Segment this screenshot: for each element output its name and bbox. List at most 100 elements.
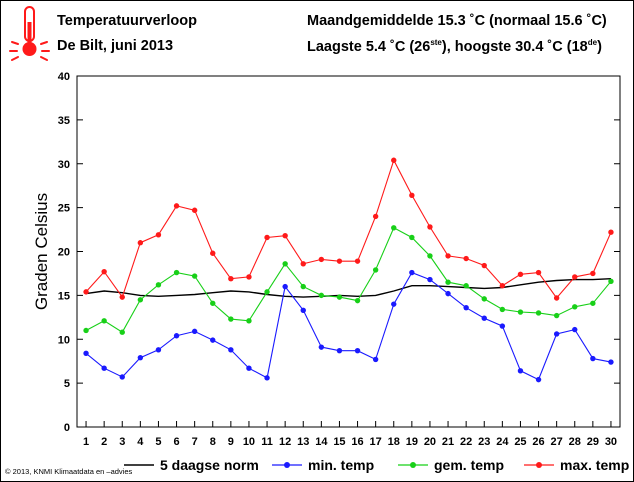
legend-label-min-temp: min. temp bbox=[308, 457, 374, 473]
point-max-temp bbox=[553, 295, 560, 301]
x-tick-label: 23 bbox=[478, 436, 490, 448]
high-ordinal: de bbox=[587, 38, 598, 47]
point-max-temp bbox=[228, 276, 234, 282]
series-line-min-temp bbox=[85, 271, 612, 381]
x-tick-label: 6 bbox=[173, 436, 179, 448]
point-gem-temp bbox=[318, 292, 325, 299]
y-tick-label: 15 bbox=[58, 290, 70, 302]
point-gem-temp bbox=[354, 297, 361, 304]
point-max-temp bbox=[608, 229, 614, 235]
point-min-temp bbox=[445, 290, 451, 297]
y-axis-label: Graden Celsius bbox=[32, 193, 51, 310]
point-max-temp bbox=[445, 253, 451, 259]
point-min-temp bbox=[300, 307, 306, 313]
point-gem-temp bbox=[155, 282, 162, 288]
y-tick-label: 30 bbox=[58, 159, 70, 171]
point-gem-temp bbox=[83, 327, 89, 334]
point-gem-temp bbox=[210, 300, 216, 306]
point-min-temp bbox=[572, 326, 578, 333]
thermometer-icon bbox=[9, 6, 50, 61]
x-tick-label: 26 bbox=[532, 436, 544, 448]
point-max-temp bbox=[282, 233, 288, 239]
legend-label-daagse-norm: 5 daagse norm bbox=[160, 457, 259, 473]
y-tick-label: 40 bbox=[58, 71, 70, 83]
x-tick-label: 2 bbox=[101, 436, 107, 448]
x-tick-label: 11 bbox=[261, 436, 273, 448]
point-min-temp bbox=[535, 376, 542, 383]
point-min-temp bbox=[336, 347, 343, 354]
low-ordinal: ste bbox=[430, 38, 442, 47]
point-min-temp bbox=[173, 333, 180, 339]
point-min-temp bbox=[210, 337, 216, 343]
point-gem-temp bbox=[463, 283, 469, 289]
point-min-temp bbox=[264, 375, 270, 381]
point-max-temp bbox=[101, 268, 107, 275]
x-tick-label: 3 bbox=[119, 436, 125, 448]
point-min-temp bbox=[372, 356, 379, 363]
x-tick-label: 9 bbox=[228, 436, 234, 448]
legend-label-gem-temp: gem. temp bbox=[434, 457, 504, 473]
legend-marker-min-temp bbox=[284, 462, 290, 468]
point-gem-temp bbox=[572, 304, 578, 310]
point-min-temp bbox=[282, 283, 288, 290]
x-tick-label: 19 bbox=[406, 436, 418, 448]
point-gem-temp bbox=[499, 306, 506, 313]
point-gem-temp bbox=[300, 283, 306, 290]
point-gem-temp bbox=[282, 261, 288, 267]
point-gem-temp bbox=[553, 312, 560, 319]
point-max-temp bbox=[173, 203, 180, 209]
x-tick-label: 16 bbox=[351, 436, 363, 448]
y-tick-label: 35 bbox=[58, 115, 70, 127]
point-max-temp bbox=[210, 250, 216, 256]
x-tick-label: 22 bbox=[460, 436, 472, 448]
legend-marker-gem-temp bbox=[410, 462, 416, 468]
closing-paren: ) bbox=[597, 38, 602, 55]
point-min-temp bbox=[83, 350, 89, 356]
point-gem-temp bbox=[535, 310, 542, 316]
point-gem-temp bbox=[391, 225, 397, 231]
point-max-temp bbox=[191, 207, 198, 213]
x-tick-label: 27 bbox=[551, 436, 563, 448]
x-tick-label: 18 bbox=[388, 436, 400, 448]
y-tick-label: 5 bbox=[64, 378, 70, 390]
point-max-temp bbox=[535, 269, 542, 276]
extremes-line: Laagste 5.4 ˚C (26ste), hoogste 30.4 ˚C … bbox=[307, 38, 602, 55]
point-gem-temp bbox=[608, 278, 614, 285]
point-max-temp bbox=[354, 258, 361, 264]
low-text: Laagste 5.4 ˚C (26 bbox=[307, 38, 431, 55]
x-tick-label: 21 bbox=[442, 436, 454, 448]
x-tick-label: 28 bbox=[569, 436, 581, 448]
point-max-temp bbox=[409, 192, 415, 199]
point-max-temp bbox=[463, 255, 469, 262]
high-text: ), hoogste 30.4 ˚C (18 bbox=[441, 38, 588, 55]
x-tick-label: 14 bbox=[315, 436, 328, 448]
point-gem-temp bbox=[191, 273, 198, 279]
point-min-temp bbox=[191, 328, 198, 335]
point-min-temp bbox=[101, 365, 107, 371]
point-min-temp bbox=[246, 365, 252, 371]
x-tick-label: 17 bbox=[370, 436, 382, 448]
x-tick-label: 12 bbox=[279, 436, 291, 448]
point-min-temp bbox=[590, 355, 596, 362]
y-tick-label: 0 bbox=[64, 422, 70, 434]
point-min-temp bbox=[409, 269, 415, 276]
point-max-temp bbox=[391, 157, 397, 163]
point-max-temp bbox=[137, 240, 144, 246]
series-line-max-temp bbox=[85, 158, 612, 299]
legend-marker-max-temp bbox=[536, 462, 542, 468]
x-tick-label: 30 bbox=[605, 436, 617, 448]
copyright: © 2013, KNMI Klimaatdata en –advies bbox=[5, 467, 133, 476]
point-max-temp bbox=[264, 234, 270, 241]
point-max-temp bbox=[119, 294, 125, 300]
x-tick-label: 5 bbox=[155, 436, 161, 448]
point-min-temp bbox=[481, 315, 487, 321]
point-max-temp bbox=[372, 213, 379, 220]
x-tick-label: 20 bbox=[424, 436, 436, 448]
point-max-temp bbox=[336, 258, 343, 264]
point-min-temp bbox=[499, 323, 506, 329]
point-max-temp bbox=[499, 283, 506, 289]
station-subtitle: De Bilt, juni 2013 bbox=[57, 38, 174, 54]
point-min-temp bbox=[608, 359, 614, 365]
point-gem-temp bbox=[137, 297, 144, 303]
point-gem-temp bbox=[228, 316, 234, 322]
